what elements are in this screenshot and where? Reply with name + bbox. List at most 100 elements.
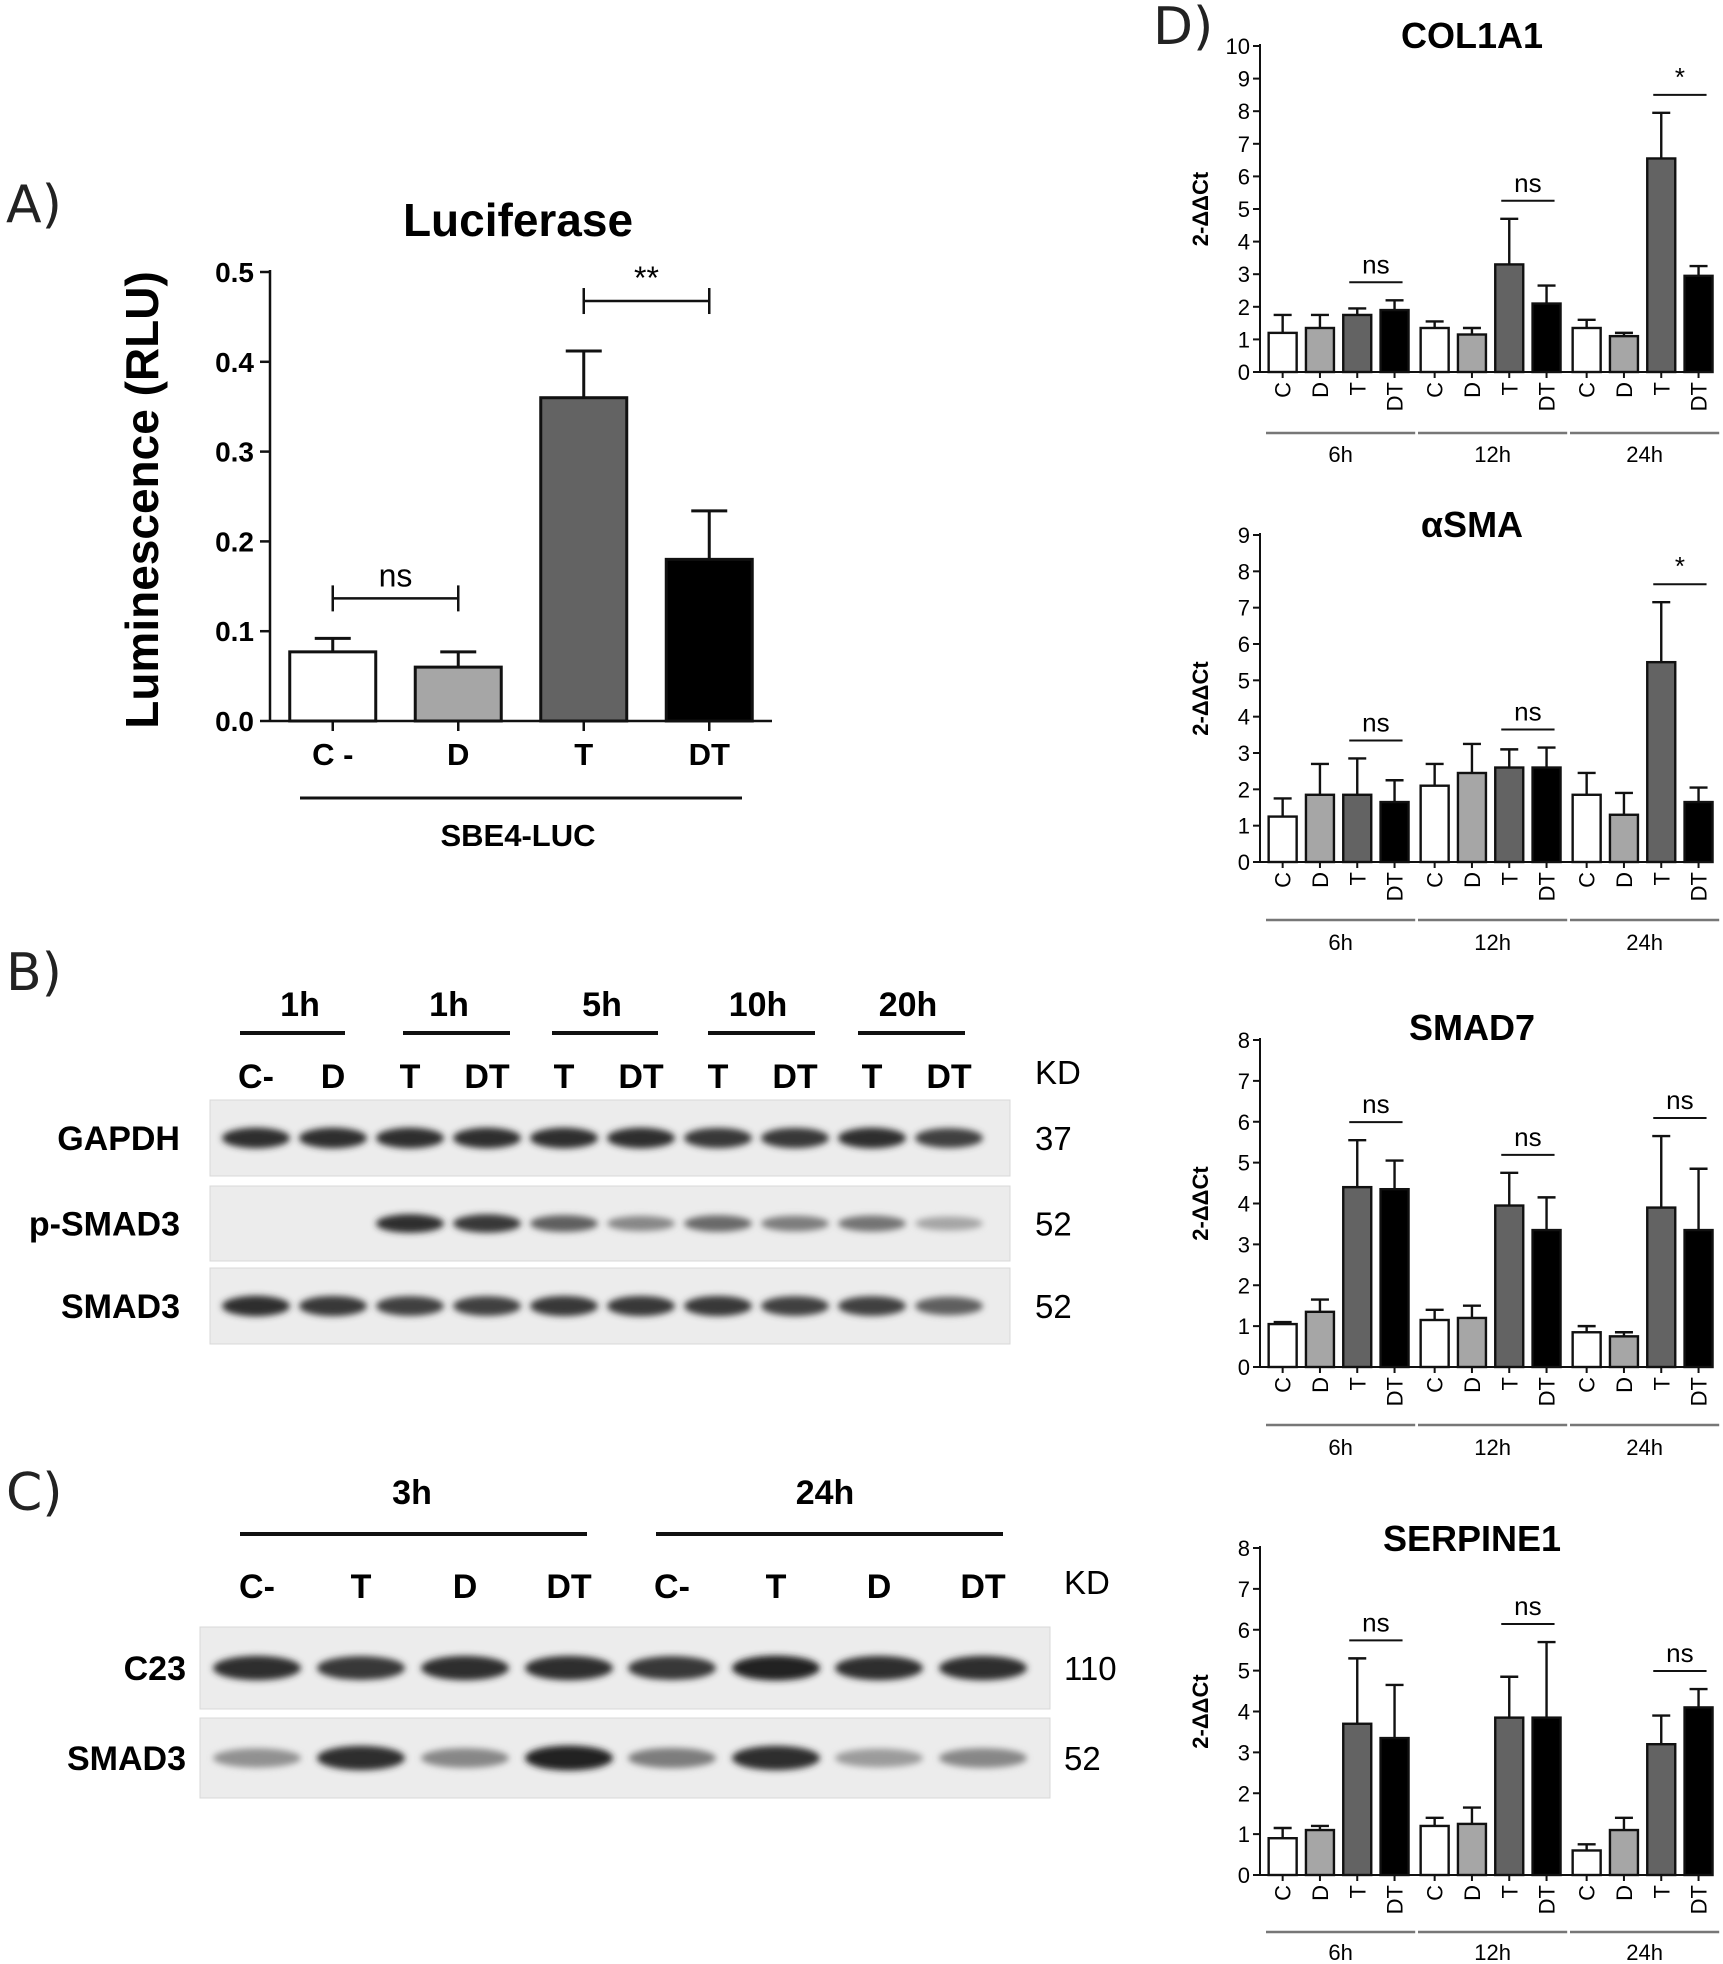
band <box>761 1215 829 1232</box>
band <box>376 1296 444 1316</box>
lane-label: DT <box>772 1058 818 1096</box>
bar-t <box>1494 263 1525 374</box>
significance-label: ns <box>1666 1638 1693 1668</box>
y-tick-label: 6 <box>1238 632 1250 657</box>
x-tick-label: T <box>1649 872 1674 885</box>
band <box>222 1295 290 1317</box>
group-label: 6h <box>1328 1435 1352 1460</box>
x-tick-label: DT <box>1535 1377 1560 1406</box>
y-tick-label: 2 <box>1238 1273 1250 1298</box>
lane-label: C- <box>238 1058 274 1096</box>
bar-c <box>1419 1824 1450 1877</box>
y-axis-label: 2-ΔΔCt <box>1188 1166 1213 1241</box>
y-tick-label: 9 <box>1238 67 1250 92</box>
timepoint-label: 24h <box>796 1474 855 1512</box>
bar-d <box>1304 326 1336 374</box>
x-tick-label: T <box>1345 1885 1370 1898</box>
group-label-sbe4-luc: SBE4-LUC <box>440 818 595 853</box>
bar-t <box>1342 1185 1373 1369</box>
bar-dt <box>1379 800 1410 864</box>
bar-c <box>1267 1837 1298 1877</box>
band <box>530 1215 598 1232</box>
group-label: 12h <box>1474 1435 1511 1460</box>
bar-d <box>1456 1316 1488 1369</box>
x-tick-label: C <box>1423 1885 1448 1901</box>
band <box>684 1295 752 1317</box>
band <box>607 1215 675 1232</box>
x-tick-label: C <box>1575 1885 1600 1901</box>
significance-label: ns <box>1362 707 1389 737</box>
band <box>376 1127 444 1149</box>
bar-t <box>1646 1742 1677 1877</box>
y-tick-label: 0 <box>1238 850 1250 875</box>
y-tick-label: 8 <box>1238 1536 1250 1561</box>
x-tick-label: T <box>1649 382 1674 395</box>
y-tick-label: 0.4 <box>215 347 254 378</box>
band <box>915 1296 983 1316</box>
panel-label-b: B) <box>6 943 62 1003</box>
y-tick-label: 0.1 <box>215 616 254 647</box>
band <box>530 1127 598 1149</box>
x-tick-label: C <box>1271 1885 1296 1901</box>
bar-t <box>1342 313 1373 374</box>
x-tick-label: C <box>1423 382 1448 398</box>
band <box>838 1215 906 1232</box>
x-tick-label: DT <box>1383 1885 1408 1914</box>
bar-d <box>1456 1822 1488 1877</box>
bar-d <box>1608 334 1640 374</box>
row-label-p-smad3: p-SMAD3 <box>29 1206 180 1244</box>
timepoint-label: 1h <box>429 986 469 1024</box>
bar-c <box>1419 326 1450 374</box>
band <box>838 1127 906 1149</box>
band <box>213 1655 301 1681</box>
band <box>628 1747 716 1769</box>
bar-dt <box>1683 1228 1714 1369</box>
bar-c <box>1267 815 1298 864</box>
y-tick-label: 2 <box>1238 295 1250 320</box>
bar-dt <box>1379 1187 1410 1369</box>
bar-d <box>1456 333 1488 374</box>
y-axis-label: 2-ΔΔCt <box>1188 171 1213 246</box>
x-tick-label: DT <box>1687 1377 1712 1406</box>
x-tick-label: C <box>1271 382 1296 398</box>
band <box>222 1127 290 1149</box>
y-tick-label: 0.0 <box>215 706 254 737</box>
x-tick-label: C <box>1575 872 1600 888</box>
y-tick-label: 8 <box>1238 1028 1250 1053</box>
kd-header: KD <box>1064 1564 1110 1601</box>
lane-label: T <box>766 1568 787 1606</box>
band <box>939 1748 1027 1768</box>
band <box>453 1296 521 1316</box>
band <box>530 1295 598 1317</box>
bar-dt <box>1379 1736 1410 1877</box>
y-tick-label: 7 <box>1238 596 1250 621</box>
lane-label: DT <box>926 1058 972 1096</box>
bar-dt <box>664 557 754 723</box>
significance-label: * <box>1675 62 1685 92</box>
bar-c <box>1571 793 1602 864</box>
lane-label: D <box>321 1058 346 1096</box>
y-tick-label: 10 <box>1226 34 1250 59</box>
x-tick-label: C <box>1575 1377 1600 1393</box>
lane-label: C- <box>654 1568 690 1606</box>
lane-label: DT <box>546 1568 592 1606</box>
bar-d <box>1304 1310 1336 1369</box>
bar-d <box>1608 1828 1640 1877</box>
x-tick-label: DT <box>1535 872 1560 901</box>
x-tick-label: D <box>1460 1377 1485 1393</box>
lane-label: DT <box>464 1058 510 1096</box>
kd-header: KD <box>1035 1054 1081 1091</box>
bar-t <box>1342 1722 1373 1877</box>
bar-t <box>539 396 629 723</box>
x-tick-label: D <box>1308 382 1333 398</box>
x-tick-label: T <box>1345 382 1370 395</box>
bar-c <box>1571 1331 1602 1369</box>
band <box>684 1215 752 1232</box>
x-tick-label: C <box>1575 382 1600 398</box>
bar-dt <box>1683 1706 1714 1877</box>
x-tick-label: C <box>1423 872 1448 888</box>
band <box>525 1655 613 1681</box>
band <box>525 1745 613 1771</box>
band <box>317 1745 405 1771</box>
